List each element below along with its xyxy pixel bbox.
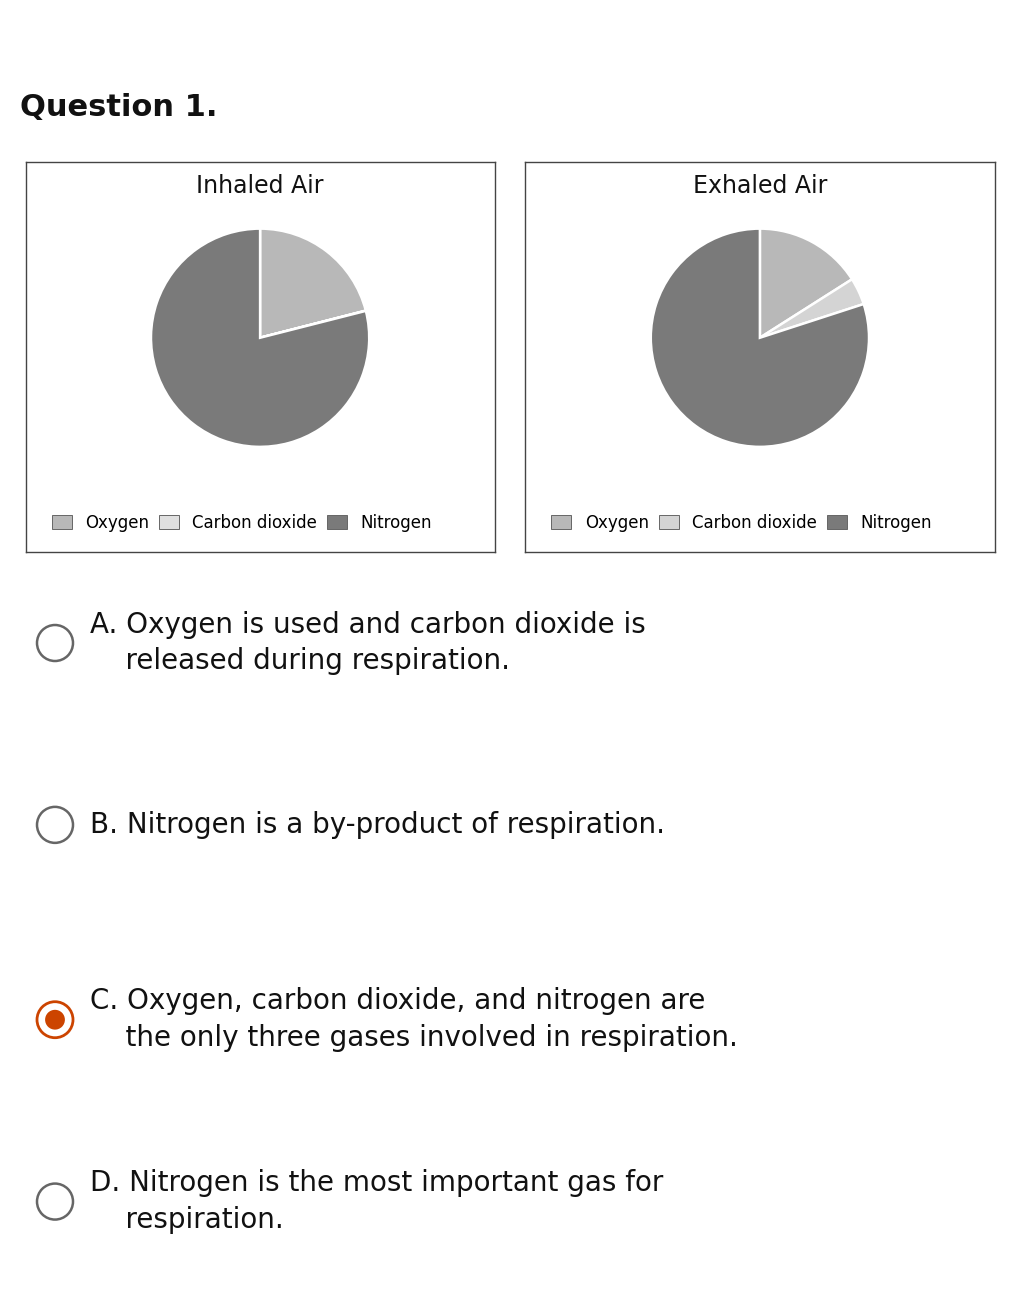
Legend: Oxygen, Carbon dioxide, Nitrogen: Oxygen, Carbon dioxide, Nitrogen <box>43 505 440 540</box>
Ellipse shape <box>37 1183 73 1220</box>
Legend: Oxygen, Carbon dioxide, Nitrogen: Oxygen, Carbon dioxide, Nitrogen <box>542 505 940 540</box>
Text: D. Nitrogen is the most important gas for
    respiration.: D. Nitrogen is the most important gas fo… <box>90 1169 662 1234</box>
Wedge shape <box>759 279 863 338</box>
Text: A. Oxygen is used and carbon dioxide is
    released during respiration.: A. Oxygen is used and carbon dioxide is … <box>90 611 645 675</box>
Wedge shape <box>151 229 369 447</box>
Title: Exhaled Air: Exhaled Air <box>692 174 826 197</box>
Ellipse shape <box>37 807 73 843</box>
Ellipse shape <box>45 1009 65 1030</box>
Ellipse shape <box>37 625 73 661</box>
Wedge shape <box>759 229 851 338</box>
Text: Question 1.: Question 1. <box>20 92 218 122</box>
Wedge shape <box>260 310 366 338</box>
Text: Refer to the following diagrams to answer: Refer to the following diagrams to answe… <box>20 10 747 39</box>
Text: C. Oxygen, carbon dioxide, and nitrogen are
    the only three gases involved in: C. Oxygen, carbon dioxide, and nitrogen … <box>90 987 737 1052</box>
Ellipse shape <box>37 1002 73 1038</box>
Wedge shape <box>650 229 868 447</box>
Wedge shape <box>260 229 366 338</box>
Text: B. Nitrogen is a by-product of respiration.: B. Nitrogen is a by-product of respirati… <box>90 811 664 839</box>
Title: Inhaled Air: Inhaled Air <box>196 174 324 197</box>
